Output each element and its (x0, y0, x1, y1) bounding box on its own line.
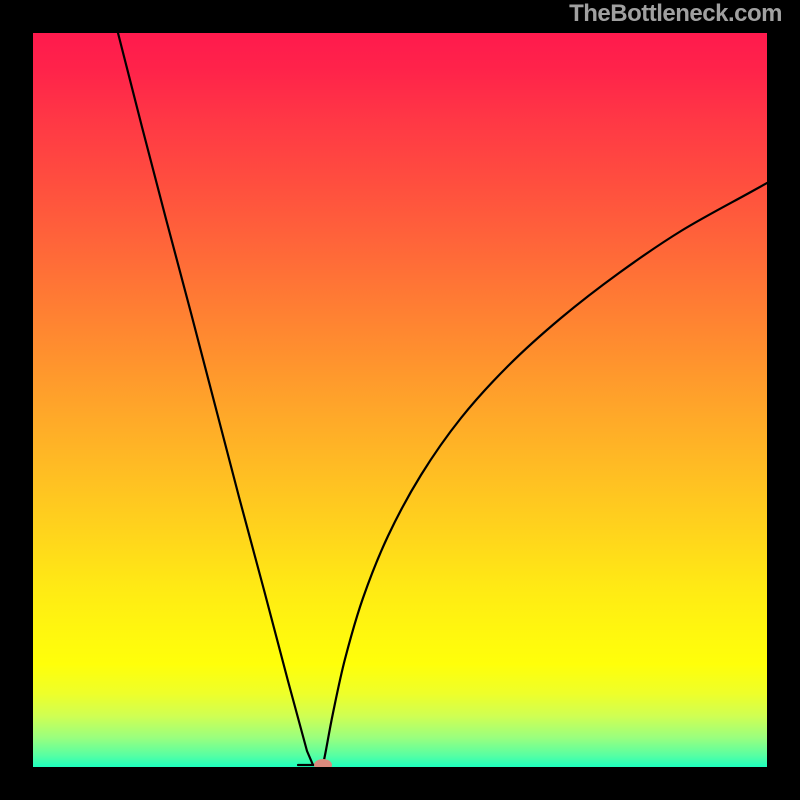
chart-container (33, 33, 767, 767)
watermark-text: TheBottleneck.com (569, 0, 782, 28)
bottleneck-chart (33, 33, 767, 767)
chart-background (33, 33, 767, 767)
